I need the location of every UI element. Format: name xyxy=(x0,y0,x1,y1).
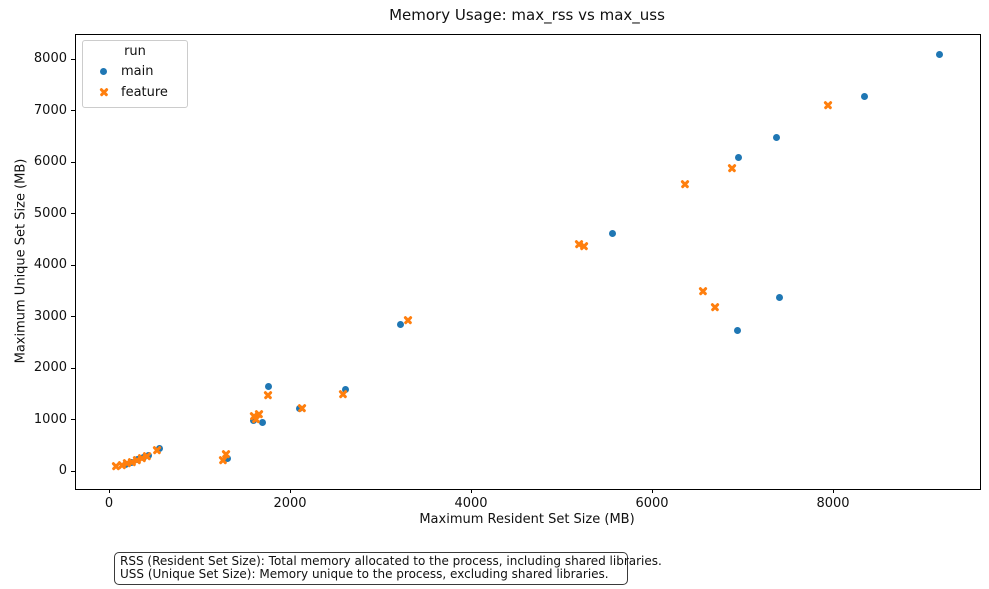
x-tick-mark xyxy=(108,489,110,493)
legend-rows: main feature xyxy=(83,61,187,103)
data-point-feature xyxy=(403,315,413,325)
data-point-feature xyxy=(727,163,737,173)
y-tick-mark xyxy=(71,419,75,420)
x-tick-label: 4000 xyxy=(454,496,488,511)
y-tick-label: 8000 xyxy=(33,51,67,67)
legend-label: feature xyxy=(121,85,168,100)
legend-title: run xyxy=(124,44,146,59)
data-point-main xyxy=(264,382,272,390)
y-tick-label: 7000 xyxy=(33,102,67,118)
x-tick-label: 6000 xyxy=(635,496,669,511)
legend-label: main xyxy=(121,64,154,79)
data-point-feature xyxy=(111,461,121,471)
plot-area: run main feature xyxy=(75,34,981,490)
data-point-feature xyxy=(680,179,690,189)
data-point-main xyxy=(259,418,267,426)
data-point-feature xyxy=(152,445,162,455)
data-point-main xyxy=(341,385,349,393)
caption-box: RSS (Resident Set Size): Total memory al… xyxy=(114,552,662,585)
y-tick-label: 4000 xyxy=(33,257,67,273)
y-tick-label: 3000 xyxy=(33,308,67,324)
x-tick-label: 2000 xyxy=(273,496,307,511)
data-point-feature xyxy=(711,302,720,312)
legend: run main feature xyxy=(82,40,188,108)
data-point-feature xyxy=(698,286,708,296)
y-tick-mark xyxy=(71,110,75,112)
data-point-main xyxy=(861,92,869,100)
y-tick-mark xyxy=(71,161,75,163)
x-tick-mark xyxy=(470,489,472,493)
data-point-main xyxy=(608,229,616,237)
legend-entry-main: main xyxy=(83,61,187,82)
y-tick-mark xyxy=(71,367,75,369)
x-tick-mark xyxy=(832,489,834,493)
y-tick-mark xyxy=(71,470,75,472)
x-axis-label: Maximum Resident Set Size (MB) xyxy=(419,512,635,527)
y-tick-mark xyxy=(71,213,75,215)
y-tick-label: 2000 xyxy=(33,360,67,375)
caption-line-rss: RSS (Resident Set Size): Total memory al… xyxy=(120,554,662,568)
y-tick-label: 0 xyxy=(58,463,67,478)
y-tick-mark xyxy=(71,58,75,60)
data-point-main xyxy=(733,327,741,335)
main-circle-icon xyxy=(97,65,111,79)
x-tick-label: 0 xyxy=(104,496,114,511)
data-point-feature xyxy=(823,100,833,110)
data-point-main xyxy=(734,153,742,161)
y-tick-label: 5000 xyxy=(33,205,67,221)
data-point-feature xyxy=(218,455,228,465)
feature-x-icon xyxy=(97,86,111,100)
data-point-feature xyxy=(338,389,348,399)
x-tick-mark xyxy=(289,489,291,493)
x-tick-mark xyxy=(651,489,653,493)
data-point-main xyxy=(772,133,780,141)
y-tick-label: 6000 xyxy=(33,154,67,170)
y-tick-mark xyxy=(71,264,75,266)
data-point-main xyxy=(397,321,405,329)
legend-entry-feature: feature xyxy=(83,82,187,103)
y-tick-mark xyxy=(71,316,75,317)
data-point-feature xyxy=(249,411,259,421)
data-point-main xyxy=(776,294,784,302)
data-point-main xyxy=(935,51,943,59)
x-tick-label: 8000 xyxy=(816,496,850,511)
data-point-main xyxy=(224,455,232,463)
data-point-feature xyxy=(263,390,273,400)
data-point-feature xyxy=(574,239,584,249)
y-axis-label: Maximum Unique Set Size (MB) xyxy=(13,158,29,364)
chart-title: Memory Usage: max_rss vs max_uss xyxy=(389,6,665,24)
data-point-feature xyxy=(297,403,307,413)
y-tick-label: 1000 xyxy=(33,411,67,427)
caption-line-uss: USS (Unique Set Size): Memory unique to … xyxy=(120,567,609,581)
